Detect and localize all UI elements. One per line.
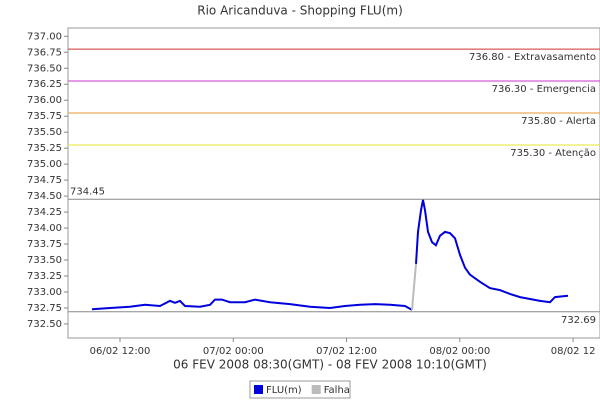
y-tick-label: 736.50 bbox=[27, 63, 62, 74]
reference-label: 736.30 - Emergencia bbox=[492, 84, 596, 95]
y-tick-label: 733.00 bbox=[27, 287, 62, 298]
reference-label: 734.45 bbox=[70, 186, 105, 197]
plot-area bbox=[67, 27, 600, 339]
legend-label: Falha bbox=[324, 385, 350, 396]
x-tick-label: 06/02 12:00 bbox=[90, 346, 151, 357]
y-tick-label: 736.75 bbox=[27, 47, 62, 58]
reference-label: 736.80 - Extravasamento bbox=[469, 52, 596, 63]
series-line bbox=[411, 263, 417, 310]
y-tick-label: 733.50 bbox=[27, 255, 62, 266]
y-tick-label: 735.50 bbox=[27, 127, 62, 138]
y-tick-label: 734.50 bbox=[27, 191, 62, 202]
y-tick-label: 732.50 bbox=[27, 319, 62, 330]
chart-title: Rio Aricanduva - Shopping FLU(m) bbox=[197, 4, 403, 18]
x-tick-label: 07/02 12:00 bbox=[316, 346, 377, 357]
x-tick-label: 08/02 00:00 bbox=[429, 346, 490, 357]
y-tick-label: 737.00 bbox=[27, 31, 62, 42]
y-tick-label: 734.25 bbox=[27, 207, 62, 218]
y-tick-label: 733.75 bbox=[27, 239, 62, 250]
reference-label: 732.69 bbox=[561, 315, 596, 326]
y-tick-label: 736.00 bbox=[27, 95, 62, 106]
y-tick-label: 734.75 bbox=[27, 175, 62, 186]
y-tick-label: 732.75 bbox=[27, 303, 62, 314]
x-tick-label: 07/02 00:00 bbox=[203, 346, 264, 357]
x-tick-label: 08/02 12 bbox=[551, 346, 596, 357]
y-tick-label: 734.00 bbox=[27, 223, 62, 234]
y-tick-label: 736.25 bbox=[27, 79, 62, 90]
y-tick-label: 735.75 bbox=[27, 111, 62, 122]
legend-label: FLU(m) bbox=[266, 385, 302, 396]
legend-box bbox=[249, 380, 351, 399]
y-tick-label: 735.25 bbox=[27, 143, 62, 154]
chart-subtitle: 06 FEV 2008 08:30(GMT) - 08 FEV 2008 10:… bbox=[173, 358, 487, 372]
y-tick-label: 735.00 bbox=[27, 159, 62, 170]
series-line bbox=[91, 199, 569, 311]
y-tick-label: 733.25 bbox=[27, 271, 62, 282]
reference-label: 735.80 - Alerta bbox=[521, 116, 596, 127]
reference-label: 735.30 - Atenção bbox=[510, 148, 596, 159]
legend-swatch bbox=[311, 385, 321, 394]
legend-swatch bbox=[254, 385, 263, 394]
